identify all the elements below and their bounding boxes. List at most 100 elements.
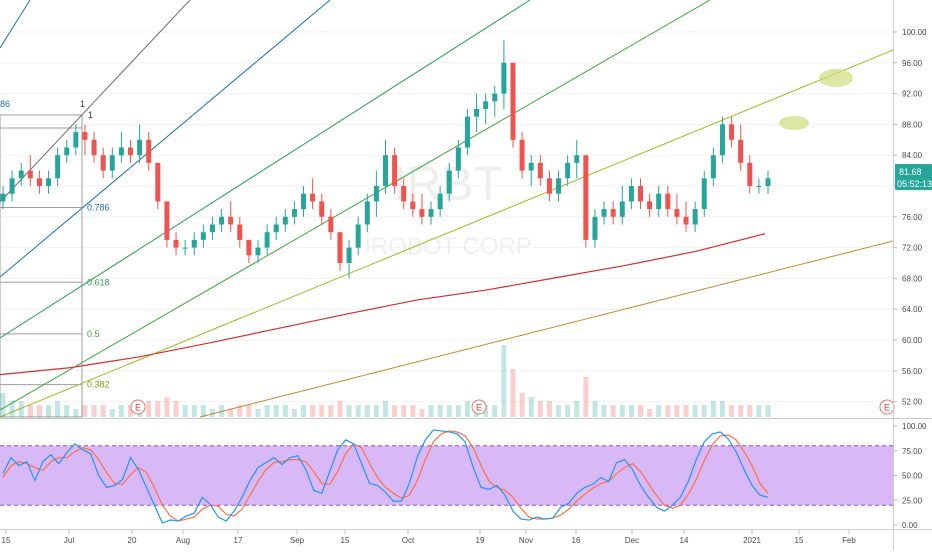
- oscillator-scale[interactable]: 100.00 75.00 50.00 25.00 0.00: [893, 422, 927, 530]
- candle-body: [419, 209, 425, 217]
- candle-body: [73, 132, 79, 148]
- volume-bar: [383, 401, 388, 417]
- candle-body: [128, 147, 133, 156]
- volume-bar: [565, 405, 571, 417]
- candle-body: [747, 162, 753, 186]
- highlight-ellipse-lower[interactable]: [779, 116, 809, 130]
- volume-bar: [82, 405, 88, 417]
- highlight-ellipse-upper[interactable]: [819, 69, 853, 87]
- candle-body: [647, 201, 653, 210]
- volume-bar: [264, 405, 270, 417]
- volume-bar: [128, 405, 133, 417]
- svg-text:E: E: [476, 403, 482, 413]
- time-tick-label: Aug: [176, 536, 190, 545]
- stochastic-band: [0, 445, 893, 506]
- candle-body: [446, 170, 452, 194]
- candle-body: [109, 155, 115, 171]
- fibonacci-retracement[interactable]: 86 1 1: [0, 99, 93, 418]
- price-tick-label: 100.00: [902, 28, 927, 37]
- volume-bar: [155, 401, 161, 417]
- volume-bar: [164, 397, 170, 417]
- time-tick-label: 2021: [743, 536, 761, 545]
- volume-bar: [483, 405, 489, 417]
- candle-body: [574, 155, 580, 163]
- price-scale[interactable]: 100.0096.0092.0088.0084.0080.0076.0072.0…: [893, 28, 927, 407]
- volume-bar: [492, 405, 498, 417]
- volume-bar: [747, 405, 753, 417]
- volume-bar: [200, 405, 206, 417]
- candle-body: [27, 170, 33, 179]
- countdown-timer: 05:52:13: [897, 179, 932, 189]
- volume-bar: [464, 401, 470, 417]
- fib-left-label: 86: [0, 99, 10, 109]
- candle-body: [9, 178, 15, 194]
- candle-body: [765, 178, 771, 186]
- volume-bar: [710, 401, 716, 417]
- volume-bar: [328, 405, 334, 417]
- volume-bar: [719, 401, 725, 417]
- candle-body: [719, 124, 725, 156]
- volume-bar: [501, 345, 507, 417]
- volume-bar: [546, 401, 552, 417]
- candle-body: [501, 62, 507, 94]
- volume-bar: [692, 405, 698, 417]
- time-tick-label: 16: [572, 536, 581, 545]
- time-tick-label: Feb: [842, 536, 856, 545]
- volume-bar: [355, 405, 361, 417]
- oscillator-tick-label: 100.00: [902, 422, 927, 431]
- volume-bar: [428, 405, 434, 417]
- price-tick-label: 60.00: [902, 336, 923, 345]
- fib-top-label-a: 1: [80, 99, 85, 109]
- candle-body: [437, 193, 443, 210]
- candle-body: [610, 209, 616, 217]
- volume-bar: [191, 405, 197, 417]
- trendlines[interactable]: [0, 0, 894, 418]
- volume-bar: [182, 405, 188, 417]
- volume-bar: [64, 405, 70, 417]
- price-tick-label: 96.00: [902, 59, 923, 68]
- candle-body: [100, 155, 106, 171]
- earnings-marker-jul: E: [130, 399, 146, 415]
- candle-body: [583, 155, 589, 240]
- volume-bar: [146, 401, 152, 417]
- time-tick-label: Dec: [625, 536, 639, 545]
- volume-bar: [291, 409, 297, 417]
- volume-bar: [273, 405, 279, 417]
- candle-body: [483, 101, 489, 109]
- earnings-markers[interactable]: E E E: [130, 399, 895, 415]
- volume-bar: [109, 409, 115, 417]
- candle-body: [191, 239, 197, 248]
- volume-bar: [73, 409, 79, 417]
- stochastic-k-line: [2, 429, 769, 524]
- oscillator-tick-label: 0.00: [902, 521, 918, 530]
- volume-bar: [118, 405, 124, 417]
- candle-body: [410, 201, 416, 210]
- stochastic-d-line: [2, 430, 769, 522]
- candle-body: [492, 93, 498, 102]
- volume-bar: [619, 405, 625, 417]
- candle-body: [310, 193, 316, 202]
- volume-bar: [36, 405, 42, 417]
- candlesticks[interactable]: [0, 39, 771, 279]
- candle-body: [273, 224, 279, 233]
- time-scale[interactable]: 15 Jul 20 Aug 17 Sep 15 Oct 19 Nov 16 Dec 14 2021 15 Fe…: [2, 530, 857, 545]
- volume-bar: [674, 405, 680, 417]
- volume-bars: [0, 345, 771, 417]
- volume-bar: [419, 409, 425, 417]
- volume-bar: [729, 405, 735, 417]
- svg-text:E: E: [884, 403, 890, 413]
- candle-body: [428, 209, 434, 217]
- time-tick-label: 15: [795, 536, 804, 545]
- fib-level-label: 0.786: [87, 203, 110, 213]
- volume-bar: [319, 405, 325, 417]
- trendline-teal: [0, 0, 531, 339]
- volume-bar: [237, 405, 243, 417]
- last-price-value: 81.68: [899, 167, 922, 177]
- volume-bar: [756, 405, 762, 417]
- volume-bar: [27, 405, 33, 417]
- candle-body: [137, 139, 143, 156]
- fib-level-label: 0.382: [87, 380, 110, 390]
- candle-body: [546, 178, 552, 194]
- volume-bar: [364, 405, 370, 417]
